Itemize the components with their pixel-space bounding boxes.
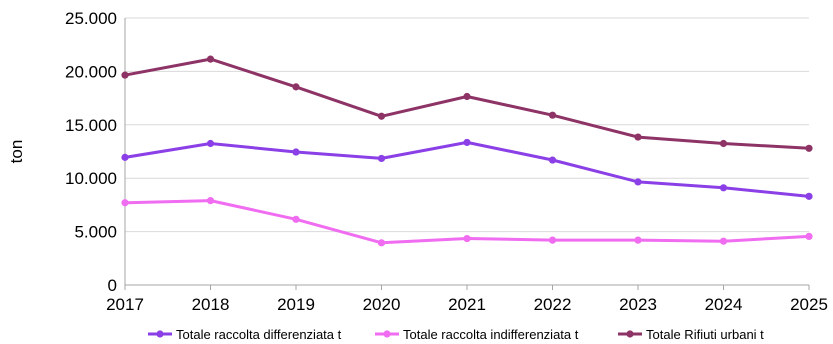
legend-item: Totale Rifiuti urbani t [618, 327, 764, 342]
y-tick-label: 10.000 [65, 169, 117, 188]
legend: Totale raccolta differenziata t Totale ra… [148, 327, 764, 342]
x-tick-label: 2017 [106, 295, 144, 314]
x-tick-label: 2022 [534, 295, 572, 314]
legend-swatch-marker [626, 330, 634, 338]
data-point [206, 139, 215, 148]
y-tick-label: 20.000 [65, 62, 117, 81]
y-tick-label: 15.000 [65, 116, 117, 135]
tick-labels: 0 5.000 10.000 15.000 20.000 25.000 2017 2018 20… [65, 9, 828, 314]
gridlines [125, 17, 809, 233]
data-point [805, 192, 813, 200]
data-point [548, 111, 557, 119]
data-point [634, 133, 642, 141]
data-point [121, 153, 129, 161]
x-tick-label: 2024 [705, 295, 743, 314]
data-point [719, 237, 728, 245]
legend-swatch-marker [383, 330, 391, 338]
x-tick-label: 2019 [277, 295, 315, 314]
data-point [805, 144, 813, 152]
data-point [292, 148, 300, 156]
series-1 [121, 138, 813, 200]
data-point [634, 236, 642, 244]
data-point [292, 83, 300, 91]
legend-label: Totale raccolta indifferenziata t [403, 327, 579, 342]
data-point [805, 232, 813, 241]
data-point [463, 138, 471, 147]
legend-item: Totale raccolta indifferenziata t [375, 327, 579, 342]
x-tick-label: 2023 [619, 295, 657, 314]
data-point [719, 139, 728, 148]
legend-item: Totale raccolta differenziata t [148, 327, 342, 342]
y-tick-label: 5.000 [74, 223, 117, 242]
series-3 [121, 55, 813, 152]
x-tick-label: 2025 [790, 295, 828, 314]
series-group [121, 55, 813, 247]
data-point [292, 215, 300, 223]
data-point [377, 112, 386, 120]
data-point [634, 178, 642, 186]
y-tick-label: 0 [108, 276, 117, 295]
data-point [206, 197, 215, 205]
y-tick-label: 25.000 [65, 9, 117, 28]
axes [124, 18, 810, 290]
series-line [124, 57, 810, 150]
legend-swatch-marker [156, 330, 164, 338]
data-point [548, 236, 557, 244]
data-point [377, 154, 386, 163]
series-line [124, 140, 810, 198]
data-point [121, 199, 129, 207]
x-tick-label: 2020 [363, 295, 401, 314]
data-point [377, 239, 386, 247]
data-point [206, 55, 215, 63]
data-point [719, 184, 728, 192]
x-tick-label: 2018 [192, 295, 230, 314]
y-axis-title: ton [7, 140, 26, 164]
data-point [121, 71, 129, 79]
legend-label: Totale raccolta differenziata t [176, 327, 342, 342]
data-point [463, 92, 471, 101]
legend-label: Totale Rifiuti urbani t [646, 327, 764, 342]
data-point [463, 234, 471, 243]
series-2 [121, 197, 813, 247]
x-tick-label: 2021 [448, 295, 486, 314]
data-point [548, 156, 557, 164]
